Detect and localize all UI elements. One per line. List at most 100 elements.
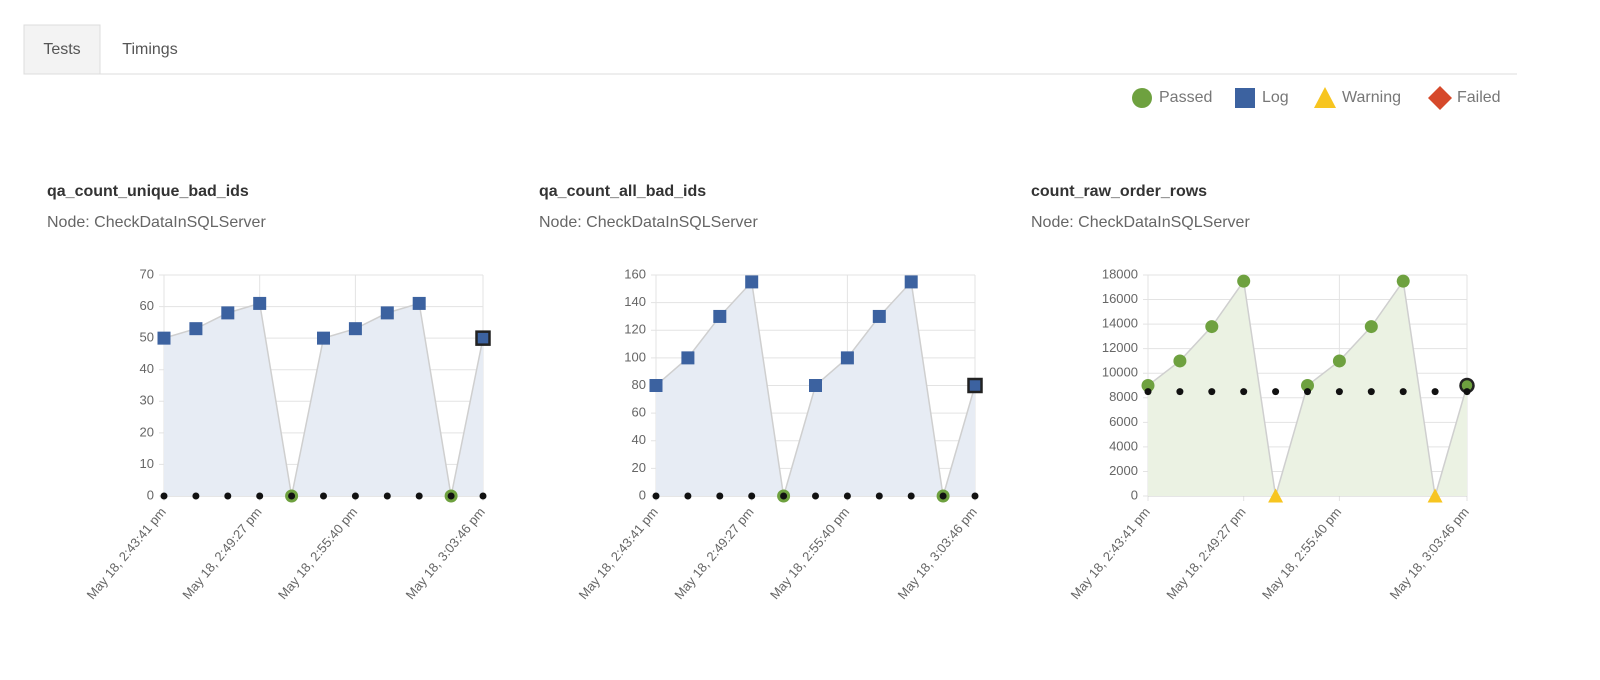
chart-subtitle: Node: CheckDataInSQLServer — [47, 214, 266, 231]
x-tick-label: May 18, 2:55:40 pm — [275, 504, 360, 602]
y-tick-label: 60 — [140, 298, 154, 313]
threshold-dot — [1335, 388, 1343, 396]
x-tick-label: May 18, 2:43:41 pm — [84, 504, 169, 602]
threshold-dot — [351, 492, 359, 500]
threshold-dot — [320, 492, 327, 500]
y-tick-label: 4000 — [1109, 438, 1138, 453]
x-tick-label: May 18, 2:49:27 pm — [1163, 504, 1248, 602]
data-point — [348, 322, 362, 336]
threshold-dot — [971, 492, 979, 500]
threshold-dot — [875, 492, 883, 500]
y-tick-label: 0 — [639, 487, 646, 502]
data-point — [1301, 379, 1314, 392]
data-point — [967, 377, 983, 394]
data-point — [872, 309, 886, 323]
x-tick-label: May 18, 2:43:41 pm — [1068, 504, 1153, 602]
legend-marker — [1235, 88, 1255, 108]
y-tick-label: 140 — [624, 294, 646, 309]
data-point — [475, 330, 491, 346]
data-point — [317, 331, 330, 345]
tab[interactable]: Tests — [43, 41, 80, 58]
threshold-dot — [1463, 388, 1471, 396]
legend-marker — [1132, 88, 1152, 108]
y-tick-label: 160 — [624, 266, 646, 281]
y-tick-label: 14000 — [1102, 316, 1138, 331]
y-tick-label: 120 — [624, 322, 646, 337]
data-point — [1173, 354, 1187, 368]
chart-title: qa_count_unique_bad_ids — [47, 183, 249, 200]
x-tick-label: May 18, 2:49:27 pm — [179, 504, 264, 602]
y-tick-label: 10 — [140, 456, 154, 471]
threshold-dot — [939, 492, 947, 500]
threshold-dot — [907, 492, 915, 500]
data-point — [745, 275, 759, 289]
y-tick-label: 10000 — [1102, 365, 1138, 380]
y-tick-label: 30 — [140, 393, 154, 408]
y-tick-label: 0 — [147, 487, 154, 502]
y-tick-label: 18000 — [1102, 266, 1138, 281]
data-point — [189, 322, 203, 336]
data-point — [681, 351, 695, 365]
y-tick-label: 8000 — [1109, 389, 1138, 404]
data-point — [904, 275, 918, 289]
threshold-dot — [288, 492, 296, 500]
legend-marker — [1428, 86, 1452, 110]
y-tick-label: 6000 — [1109, 414, 1138, 429]
y-tick-label: 2000 — [1109, 463, 1138, 478]
y-tick-label: 50 — [140, 330, 154, 345]
x-tick-label: May 18, 2:55:40 pm — [1259, 504, 1344, 602]
data-point — [809, 379, 822, 392]
threshold-dot — [1431, 388, 1439, 396]
threshold-dot — [224, 492, 232, 500]
threshold-dot — [1240, 388, 1248, 396]
data-point — [713, 309, 727, 323]
data-point — [649, 379, 663, 392]
data-point — [412, 296, 426, 310]
chart-title: count_raw_order_rows — [1031, 183, 1207, 200]
threshold-dot — [383, 492, 391, 500]
y-tick-label: 20 — [140, 424, 154, 439]
threshold-dot — [447, 492, 455, 500]
data-point — [1332, 354, 1346, 368]
x-tick-label: May 18, 3:03:46 pm — [1387, 504, 1472, 602]
threshold-dot — [780, 492, 788, 500]
x-tick-label: May 18, 3:03:46 pm — [403, 504, 488, 602]
tab[interactable]: Timings — [122, 41, 177, 58]
data-point — [253, 296, 267, 310]
y-tick-label: 60 — [632, 405, 646, 420]
data-point — [840, 351, 854, 365]
area — [164, 303, 483, 496]
y-tick-label: 0 — [1131, 487, 1138, 502]
y-tick-label: 100 — [624, 349, 646, 364]
threshold-dot — [256, 492, 264, 500]
active-tab-bg — [23, 24, 101, 75]
legend-label: Failed — [1457, 89, 1501, 106]
data-point — [1205, 320, 1219, 334]
threshold-dot — [415, 492, 423, 500]
threshold-dot — [1399, 388, 1407, 396]
threshold-dot — [843, 492, 851, 500]
threshold-dot — [652, 492, 660, 500]
threshold-dot — [716, 492, 724, 500]
threshold-dot — [192, 492, 200, 500]
threshold-dot — [1304, 388, 1311, 396]
data-point — [157, 331, 171, 345]
y-tick-label: 16000 — [1102, 291, 1138, 306]
data-point — [1268, 488, 1284, 503]
threshold-dot — [748, 492, 756, 500]
x-tick-label: May 18, 2:43:41 pm — [576, 504, 661, 602]
y-tick-label: 80 — [632, 377, 646, 392]
chart-subtitle: Node: CheckDataInSQLServer — [1031, 214, 1250, 231]
chart-subtitle: Node: CheckDataInSQLServer — [539, 214, 758, 231]
y-tick-label: 20 — [632, 460, 646, 475]
threshold-dot — [1176, 388, 1184, 396]
y-tick-label: 40 — [140, 361, 154, 376]
data-point — [1396, 274, 1410, 288]
y-tick-label: 12000 — [1102, 340, 1138, 355]
x-tick-label: May 18, 2:49:27 pm — [671, 504, 756, 602]
threshold-dot — [1272, 388, 1280, 396]
x-tick-label: May 18, 3:03:46 pm — [895, 504, 980, 602]
data-point — [1237, 274, 1251, 288]
threshold-dot — [1144, 388, 1152, 396]
